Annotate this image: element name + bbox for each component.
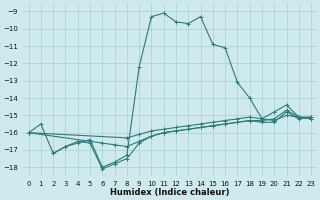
X-axis label: Humidex (Indice chaleur): Humidex (Indice chaleur) — [110, 188, 230, 197]
